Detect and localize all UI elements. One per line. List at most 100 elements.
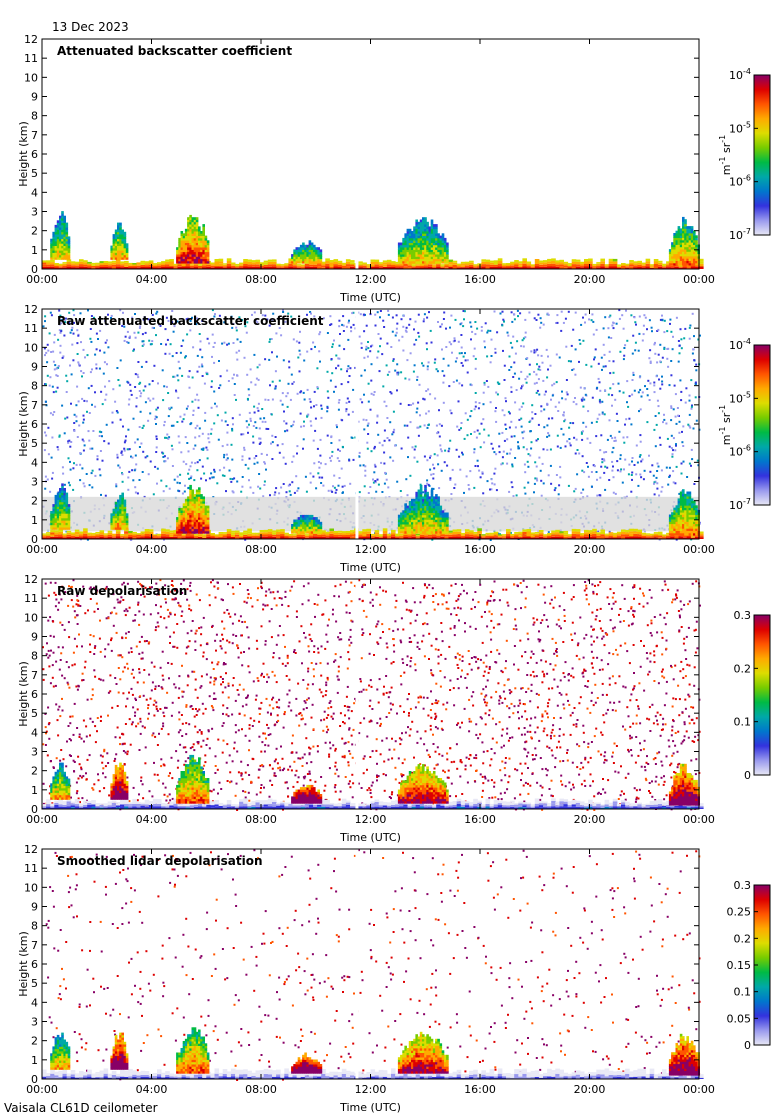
heatmap-cell [422, 219, 425, 223]
heatmap-cell [91, 532, 96, 535]
heatmap-cell [435, 258, 438, 262]
heatmap-cell [603, 451, 606, 454]
heatmap-cell [123, 250, 127, 253]
heatmap-cell [688, 337, 691, 340]
heatmap-cell [473, 430, 476, 433]
heatmap-cell [386, 437, 389, 439]
heatmap-cell [641, 391, 644, 394]
heatmap-cell [408, 254, 412, 257]
x-tick-label: 20:00 [574, 273, 606, 286]
heatmap-cell [125, 243, 129, 246]
heatmap-cell [273, 493, 276, 496]
heatmap-cell [132, 266, 137, 268]
heatmap-cell [584, 532, 589, 535]
heatmap-cell [382, 528, 388, 531]
heatmap-cell [431, 538, 434, 541]
heatmap-cell [675, 258, 679, 261]
heatmap-cell [437, 244, 440, 248]
heatmap-cell [639, 434, 642, 437]
heatmap-cell [243, 446, 246, 449]
heatmap-cell [579, 534, 585, 537]
heatmap-cell [198, 228, 201, 232]
heatmap-cell [374, 532, 380, 535]
heatmap-cell [210, 406, 213, 409]
heatmap-cell [584, 536, 589, 539]
heatmap-cell [210, 472, 213, 475]
heatmap-cell [592, 320, 595, 323]
heatmap-cell [437, 260, 440, 264]
heatmap-cell [426, 482, 429, 485]
heatmap-cell [445, 327, 447, 330]
heatmap-cell [75, 404, 78, 407]
heatmap-cell [230, 315, 233, 318]
heatmap-cell [173, 532, 178, 535]
heatmap-cell [400, 447, 403, 450]
heatmap-cell [435, 240, 438, 243]
heatmap-cell [530, 267, 536, 269]
heatmap-cell [363, 428, 366, 431]
heatmap-cell [286, 429, 289, 432]
heatmap-cell [316, 386, 319, 389]
heatmap-cell [222, 532, 228, 534]
heatmap-cell [681, 430, 683, 433]
heatmap-cell [367, 382, 370, 385]
heatmap-cell [609, 434, 612, 437]
heatmap-cell [233, 373, 235, 376]
heatmap-cell [173, 530, 178, 533]
heatmap-cell [317, 251, 320, 255]
heatmap-cell [631, 457, 634, 459]
heatmap-cell [460, 261, 466, 264]
heatmap-cell [436, 370, 439, 373]
heatmap-cell [440, 265, 445, 267]
heatmap-cell [699, 258, 704, 262]
heatmap-cell [452, 264, 458, 267]
heatmap-cell [404, 329, 407, 332]
heatmap-cell [696, 459, 699, 462]
heatmap-cell [430, 256, 434, 260]
heatmap-cell [694, 266, 700, 269]
heatmap-cell [531, 417, 534, 420]
heatmap-cell [370, 259, 376, 262]
heatmap-cell [473, 267, 478, 269]
heatmap-cell [263, 260, 269, 263]
heatmap-cell [302, 260, 305, 264]
heatmap-cell [510, 267, 515, 269]
heatmap-cell [621, 481, 624, 484]
heatmap-cell [59, 218, 62, 221]
heatmap-cell [157, 536, 162, 538]
heatmap-cell [257, 378, 260, 381]
heatmap-cell [50, 259, 55, 263]
heatmap-cell [230, 530, 236, 533]
heatmap-cell [141, 427, 144, 429]
heatmap-cell [296, 265, 302, 267]
heatmap-cell [319, 251, 323, 255]
heatmap-cell [291, 260, 294, 264]
heatmap-cell [330, 455, 333, 458]
heatmap-cell [56, 386, 59, 389]
heatmap-cell [330, 489, 333, 492]
heatmap-cell [417, 258, 421, 262]
heatmap-cell [115, 485, 118, 488]
heatmap-cell [107, 263, 113, 266]
heatmap-cell [193, 536, 199, 538]
heatmap-cell [107, 532, 113, 535]
heatmap-cell [670, 447, 673, 450]
heatmap-cell [112, 252, 116, 256]
heatmap-cell [181, 536, 187, 538]
heatmap-cell [640, 476, 643, 479]
heatmap-cell [314, 345, 316, 348]
heatmap-cell [637, 391, 640, 394]
heatmap-cell [333, 390, 335, 393]
heatmap-cell [190, 461, 193, 464]
heatmap-cell [67, 238, 71, 242]
heatmap-cell [61, 238, 64, 242]
heatmap-cell [366, 531, 371, 534]
heatmap-cell [112, 234, 116, 237]
heatmap-cell [120, 265, 125, 268]
heatmap-cell [50, 250, 53, 253]
heatmap-cell [206, 264, 211, 267]
heatmap-cell [684, 239, 687, 243]
heatmap-cell [501, 535, 507, 537]
heatmap-cell [222, 535, 228, 538]
heatmap-cell [580, 323, 583, 326]
